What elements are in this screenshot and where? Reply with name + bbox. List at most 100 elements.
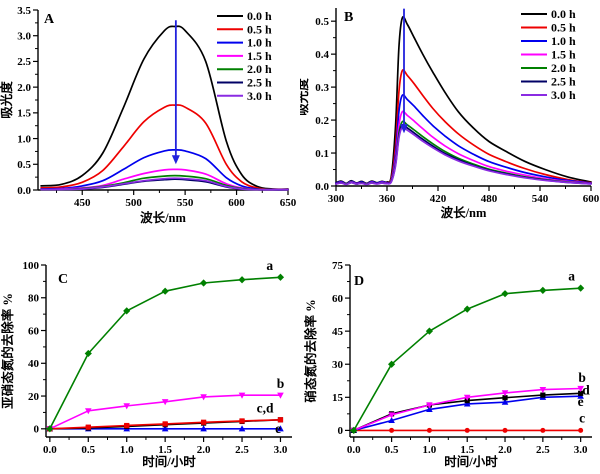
x-tick-label: 0.0 (43, 444, 57, 456)
x-tick-label: 450 (74, 197, 91, 209)
marker-diamond (387, 360, 396, 368)
panel-d-chart: 0.0 0.5 1.0 1.5 2.0 2.5 3.0 0 15 30 45 60 75 时间/小时 硝态氮… (303, 260, 592, 469)
series-2-5-h-line (335, 123, 592, 186)
x-tick-label: 0.0 (347, 444, 361, 456)
y-axis-label: 亚硝态氮的去除率 % (0, 293, 15, 409)
y-tick-label: 60 (332, 293, 344, 305)
x-axis-label: 波长/nm (140, 210, 186, 225)
legend-label: 3.0 h (551, 88, 576, 102)
y-axis-label: 吸光度 (300, 78, 310, 116)
x-tick-label: 0.5 (81, 444, 95, 456)
marker-diamond (463, 305, 471, 313)
y-tick-label: 3.5 (17, 5, 31, 17)
marker-square (277, 417, 284, 423)
x-axis-label: 时间/小时 (444, 454, 498, 469)
x-tick-label: 1.5 (460, 444, 474, 456)
marker-diamond (425, 327, 434, 335)
marker-triangle-down (200, 394, 207, 401)
legend-label: 2.0 h (247, 62, 272, 76)
marker-triangle-down (463, 394, 471, 401)
y-axis-label: 硝态氮的去除率 % (303, 299, 318, 402)
marker-diamond (84, 349, 92, 358)
marker-circle (426, 427, 432, 433)
y-tick-label: 0.5 (315, 16, 329, 28)
x-tick-label: 600 (583, 193, 600, 205)
x-tick-label: 2.0 (197, 444, 211, 456)
marker-diamond (161, 287, 169, 295)
y-tick-label: 30 (332, 359, 344, 371)
marker-diamond (199, 279, 208, 287)
y-tick-label: 0.4 (315, 49, 329, 61)
x-tick-label: 600 (228, 197, 245, 209)
decrease-arrow-head (171, 155, 180, 165)
marker-diamond (276, 273, 285, 281)
y-axis-label: 吸光度 (0, 81, 14, 119)
marker-triangle-down (501, 390, 509, 397)
marker-triangle-up (426, 405, 433, 413)
curve-label-b: b (277, 376, 285, 391)
panel-letter: D (354, 274, 364, 289)
marker-square (502, 395, 508, 401)
series-1-0-h-line (335, 94, 592, 185)
series-0-5-h-line (40, 104, 289, 191)
x-tick-label: 500 (125, 197, 142, 209)
curve-label-e: e (578, 394, 584, 409)
panel-letter: B (344, 10, 353, 25)
panel-b-chart: 300 360 420 480 540 600 0.0 0.1 0.2 0.3 0.4 0.5 波长/n… (300, 7, 600, 220)
y-tick-label: 40 (28, 358, 40, 370)
curve-label-c: c (579, 411, 585, 426)
x-tick-label: 1.5 (158, 444, 172, 456)
decrease-arrow-head (400, 124, 408, 134)
legend-label: 1.0 h (551, 34, 576, 48)
curve-label-b: b (578, 370, 586, 385)
series-a-line (49, 276, 282, 430)
legend-label: 0.0 h (247, 9, 272, 23)
y-tick-label: 0.1 (315, 148, 329, 160)
x-tick-label: 1.0 (120, 444, 134, 456)
y-tick-label: 0.2 (315, 115, 329, 127)
x-tick-label: 650 (280, 197, 297, 209)
legend-label: 1.5 h (247, 49, 272, 63)
y-tick-label: 45 (332, 326, 344, 338)
y-tick-label: 2.0 (17, 82, 31, 94)
x-tick-label: 2.5 (235, 444, 249, 456)
marker-square (124, 422, 130, 429)
marker-triangle-down (426, 402, 433, 409)
y-tick-label: 1.0 (17, 133, 31, 145)
marker-triangle-down (577, 385, 584, 392)
x-tick-label: 1.0 (423, 444, 437, 456)
x-tick-label: 3.0 (274, 444, 288, 456)
panel-letter: C (58, 272, 68, 287)
x-axis-label: 波长/nm (441, 205, 487, 220)
panel-letter: A (44, 12, 55, 27)
marker-square (239, 418, 245, 424)
x-tick-label: 360 (379, 193, 396, 205)
y-tick-label: 3.0 (17, 31, 31, 43)
marker-triangle-down (123, 403, 131, 410)
legend-label: 2.5 h (551, 75, 576, 89)
legend-label: 1.5 h (551, 48, 576, 62)
y-tick-label: 0.3 (315, 82, 329, 94)
marker-triangle-down (161, 399, 169, 406)
panel-a-chart: 450 500 550 600 650 0.0 0.5 1.0 1.5 2.0 2.5 3.0 3.5 波… (0, 5, 297, 225)
legend-label: 3.0 h (247, 89, 272, 103)
x-tick-label: 2.5 (536, 444, 550, 456)
legend-label: 2.0 h (551, 61, 576, 75)
marker-triangle-up (200, 425, 207, 432)
marker-square (85, 424, 91, 430)
y-tick-label: 1.5 (17, 108, 31, 120)
marker-circle (578, 427, 584, 433)
series-2-0-h-line (335, 120, 592, 185)
marker-square (200, 419, 207, 425)
marker-square (540, 392, 546, 398)
x-axis-label: 时间/小时 (142, 454, 196, 469)
x-tick-label: 3.0 (574, 444, 588, 456)
marker-triangle-up (277, 425, 284, 432)
legend-label: 0.0 h (551, 7, 576, 21)
legend-label: 2.5 h (247, 76, 272, 90)
y-tick-label: 2.5 (17, 56, 31, 68)
marker-circle (464, 427, 470, 433)
x-tick-label: 300 (328, 193, 345, 205)
marker-triangle-down (388, 412, 395, 419)
marker-diamond (501, 290, 509, 298)
